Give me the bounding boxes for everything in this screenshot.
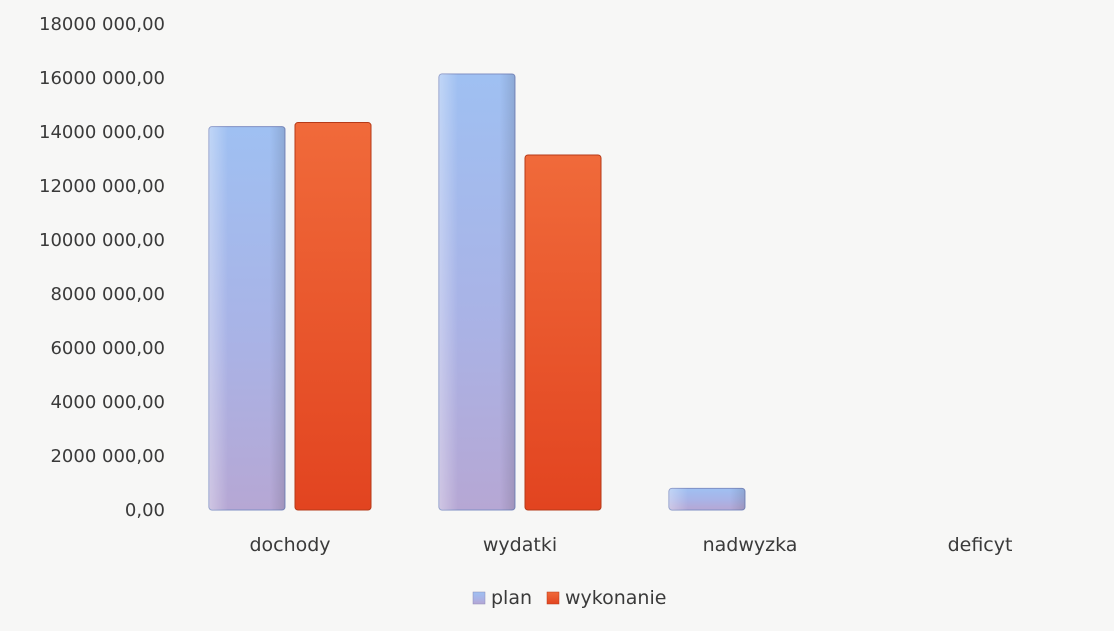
y-tick-label: 18000 000,00: [39, 14, 165, 35]
y-tick-label: 6000 000,00: [50, 338, 165, 359]
y-tick-label: 16000 000,00: [39, 68, 165, 89]
bar-shine-plan-wydatki: [439, 73, 515, 510]
bar-wykonanie-dochody: [294, 122, 372, 511]
legend-swatch-wykonanie: [546, 591, 560, 605]
y-tick-label: 14000 000,00: [39, 122, 165, 143]
x-axis: dochody wydatki nadwyzka deficyt: [249, 534, 1012, 556]
legend-swatch-plan: [472, 591, 486, 605]
y-tick-label: 4000 000,00: [50, 392, 165, 413]
y-tick-label: 2000 000,00: [50, 446, 165, 467]
legend-label-wykonanie: wykonanie: [565, 587, 666, 609]
x-tick-label: nadwyzka: [703, 534, 798, 556]
legend: plan wykonanie: [472, 587, 666, 609]
y-tick-label: 0,00: [125, 500, 165, 521]
y-tick-label: 8000 000,00: [50, 284, 165, 305]
bar-shine-plan-dochody: [209, 126, 285, 510]
x-tick-label: dochody: [249, 534, 330, 556]
bar-shine-plan-nadwyzka: [669, 488, 745, 510]
y-tick-label: 10000 000,00: [39, 230, 165, 251]
bar-wykonanie-wydatki: [524, 154, 602, 511]
x-tick-label: wydatki: [483, 534, 557, 556]
bars: [208, 73, 746, 511]
y-tick-label: 12000 000,00: [39, 176, 165, 197]
legend-label-plan: plan: [491, 587, 532, 609]
x-tick-label: deficyt: [948, 534, 1013, 556]
y-axis: 0,00 2000 000,00 4000 000,00 6000 000,00 800…: [39, 14, 165, 521]
